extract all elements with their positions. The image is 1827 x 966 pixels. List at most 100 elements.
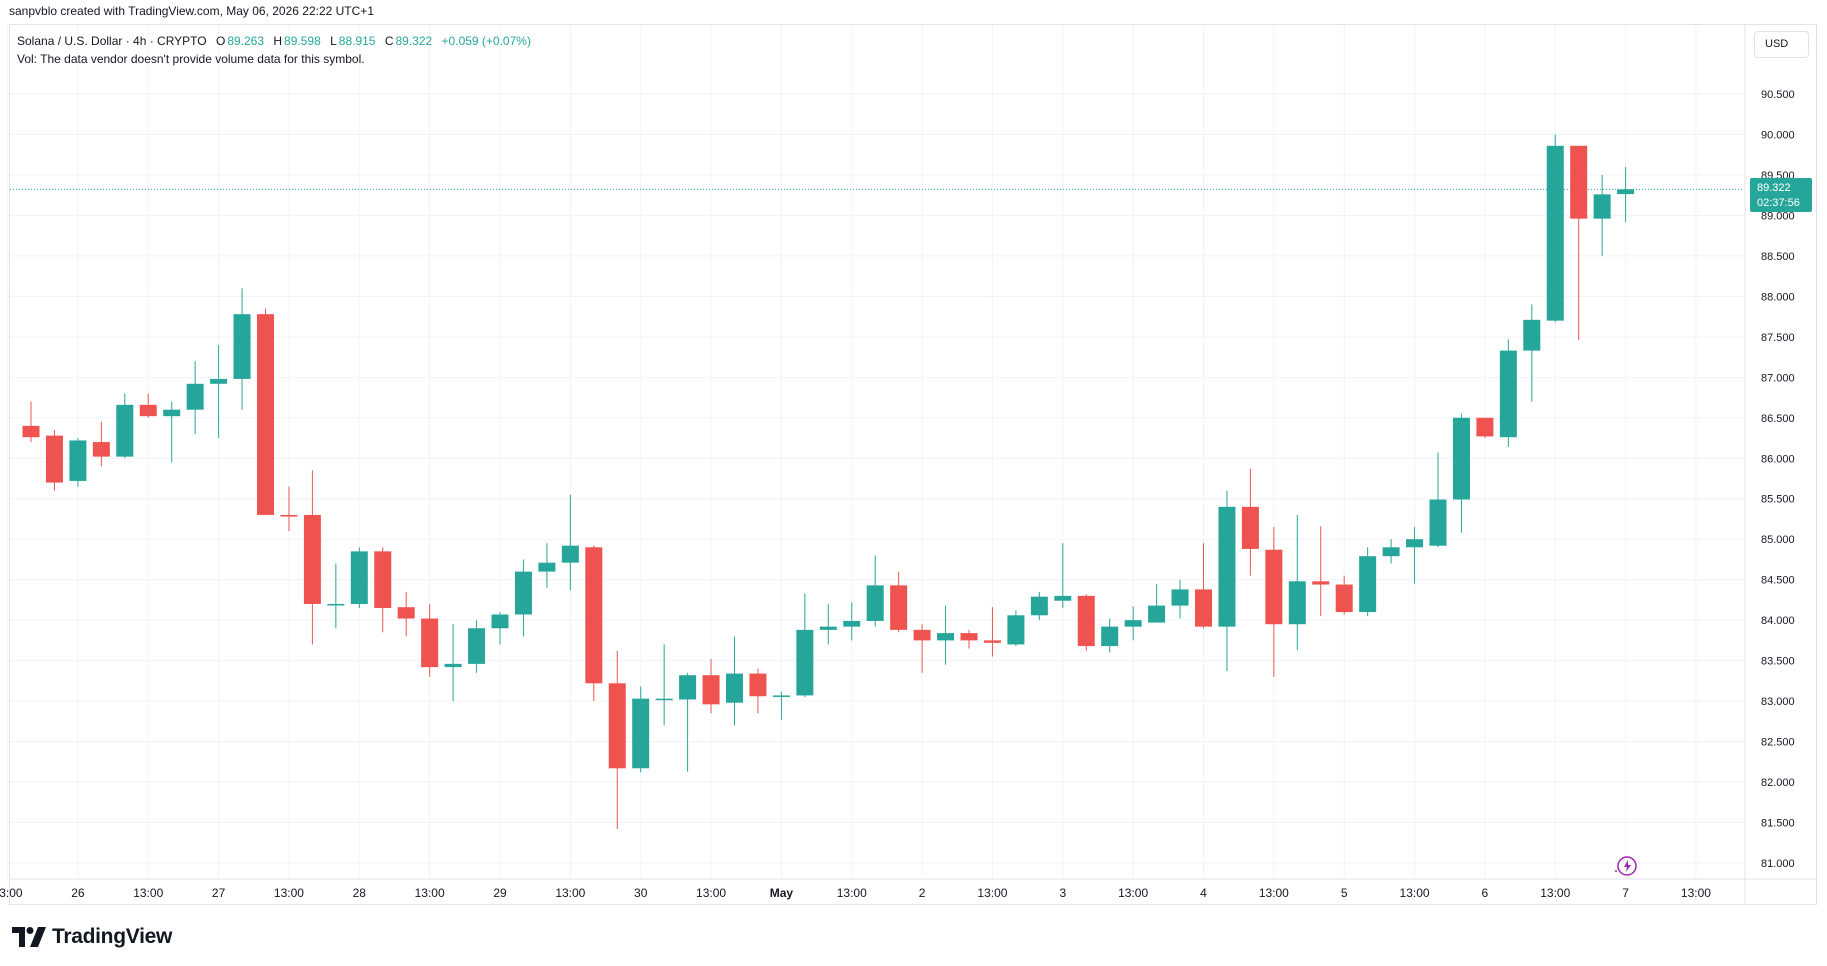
open-value: 89.263 <box>227 34 265 48</box>
candle[interactable] <box>1124 606 1142 641</box>
price-tick-label: 86.500 <box>1761 413 1795 425</box>
candle[interactable] <box>397 591 415 637</box>
candle[interactable] <box>1218 490 1236 672</box>
candle[interactable] <box>1030 591 1048 621</box>
change-value: +0.059 (+0.07%) <box>441 34 531 48</box>
price-tick-label: 90.500 <box>1761 89 1795 101</box>
candle[interactable] <box>1007 610 1025 647</box>
time-tick-label: 5 <box>1341 886 1348 900</box>
candle-body <box>632 698 650 769</box>
candle[interactable] <box>1077 594 1095 651</box>
candle[interactable] <box>913 624 931 673</box>
lightning-icon[interactable] <box>1615 856 1637 876</box>
candle-body <box>1195 589 1212 627</box>
candle[interactable] <box>1359 547 1377 617</box>
candle[interactable] <box>702 659 720 714</box>
candle[interactable] <box>468 620 486 673</box>
candle[interactable] <box>1429 452 1447 548</box>
candle[interactable] <box>1617 167 1635 223</box>
candle[interactable] <box>1241 468 1259 576</box>
candle[interactable] <box>92 421 110 467</box>
candle[interactable] <box>327 563 345 629</box>
price-tick-label: 85.500 <box>1761 494 1795 506</box>
candle[interactable] <box>69 438 87 487</box>
candle[interactable] <box>233 288 251 410</box>
candle[interactable] <box>374 547 392 633</box>
candle[interactable] <box>983 607 1001 657</box>
candle[interactable] <box>303 470 321 645</box>
candle[interactable] <box>749 668 767 714</box>
candle[interactable] <box>843 602 861 641</box>
tradingview-logo[interactable]: TradingView <box>12 925 172 949</box>
candle[interactable] <box>514 559 532 637</box>
candle-body <box>1288 581 1306 625</box>
price-tick-label: 90.000 <box>1761 129 1795 141</box>
price-tick-label: 87.000 <box>1761 372 1795 384</box>
candle-body <box>1148 605 1166 623</box>
candle[interactable] <box>538 543 556 588</box>
last-price-tag: 89.322 02:37:56 <box>1750 178 1812 212</box>
candle[interactable] <box>186 361 204 434</box>
candle[interactable] <box>937 605 955 665</box>
time-tick-label: 13:00 <box>837 886 867 900</box>
candle[interactable] <box>890 571 908 633</box>
candle[interactable] <box>1523 304 1541 402</box>
candle-body <box>397 607 415 619</box>
candle[interactable] <box>1570 145 1588 341</box>
candle[interactable] <box>1593 174 1611 256</box>
candle[interactable] <box>444 624 462 702</box>
tradingview-logo-icon <box>12 927 46 947</box>
candle-body <box>1265 549 1283 625</box>
candle[interactable] <box>1054 543 1072 609</box>
price-tick-label: 83.000 <box>1761 696 1795 708</box>
candle[interactable] <box>163 401 181 463</box>
candle[interactable] <box>45 429 63 491</box>
candle[interactable] <box>608 650 626 830</box>
candle[interactable] <box>22 401 40 443</box>
candle[interactable] <box>585 545 603 702</box>
candle[interactable] <box>819 603 837 645</box>
price-tick-label: 82.500 <box>1761 737 1795 749</box>
candle[interactable] <box>655 644 673 726</box>
candle[interactable] <box>421 603 439 677</box>
candle[interactable] <box>561 494 579 591</box>
candle[interactable] <box>1195 543 1212 629</box>
low-label: L <box>330 34 337 48</box>
candle[interactable] <box>1335 575 1353 615</box>
candle[interactable] <box>257 308 274 515</box>
candle[interactable] <box>1148 583 1166 623</box>
bar-countdown: 02:37:56 <box>1757 197 1800 209</box>
candle[interactable] <box>491 612 509 645</box>
candle[interactable] <box>796 593 814 698</box>
candle[interactable] <box>280 486 298 532</box>
price-tick-label: 85.000 <box>1761 534 1795 546</box>
candle[interactable] <box>1288 514 1306 651</box>
candle[interactable] <box>1499 339 1517 447</box>
candle[interactable] <box>116 393 134 459</box>
candle[interactable] <box>1406 527 1424 584</box>
candle-body <box>139 404 157 417</box>
candle[interactable] <box>1382 539 1400 564</box>
candle[interactable] <box>139 393 157 418</box>
candle[interactable] <box>632 686 650 773</box>
candle[interactable] <box>1312 526 1330 617</box>
candle[interactable] <box>210 344 228 439</box>
open-label: O <box>215 34 226 48</box>
candle[interactable] <box>1452 413 1470 533</box>
candle-body <box>1007 615 1025 645</box>
candle-body <box>1429 499 1447 546</box>
candle[interactable] <box>679 672 697 772</box>
currency-button[interactable]: USD <box>1754 31 1809 58</box>
candle-body <box>1523 319 1541 351</box>
candle[interactable] <box>1546 134 1564 323</box>
candle[interactable] <box>866 555 884 627</box>
candle[interactable] <box>1476 417 1494 439</box>
candle[interactable] <box>350 547 368 609</box>
candle[interactable] <box>726 636 743 726</box>
candle[interactable] <box>960 629 978 649</box>
candle[interactable] <box>1171 579 1189 619</box>
candle[interactable] <box>772 691 790 720</box>
candle[interactable] <box>1101 618 1119 653</box>
candle[interactable] <box>1265 527 1283 677</box>
